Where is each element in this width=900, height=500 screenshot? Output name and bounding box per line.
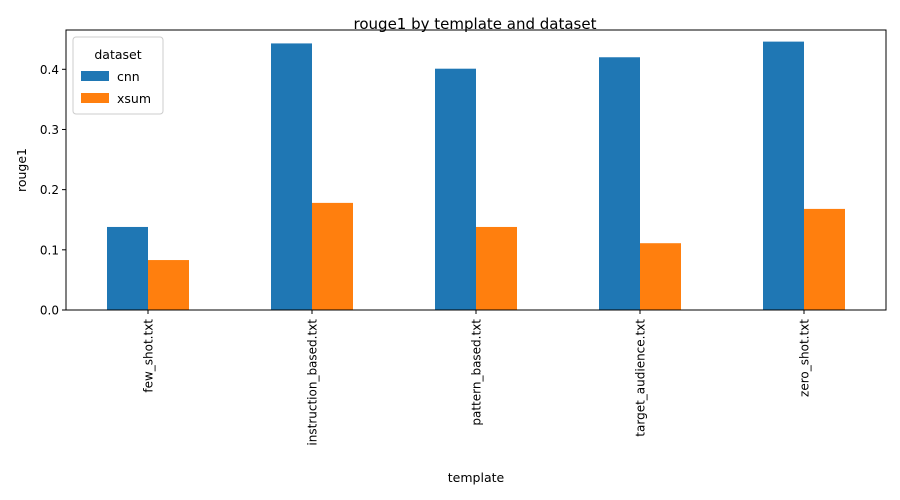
x-tick-label: target_audience.txt	[634, 319, 648, 437]
bar-cnn-1	[271, 43, 312, 310]
bar-cnn-4	[763, 41, 804, 310]
bar-cnn-2	[435, 68, 476, 310]
legend-swatch-xsum	[81, 93, 109, 103]
y-axis-label: rouge1	[14, 148, 29, 192]
legend-title: dataset	[94, 47, 141, 62]
legend: dataset cnn xsum	[72, 36, 164, 115]
bars-group	[107, 41, 845, 311]
y-axis: 0.0 0.1 0.2 0.3 0.4	[40, 63, 66, 318]
bar-xsum-3	[640, 243, 681, 310]
x-tick-label: few_shot.txt	[142, 319, 156, 393]
x-axis: few_shot.txt instruction_based.txt pattern…	[142, 310, 812, 446]
bar-xsum-0	[148, 260, 189, 310]
bar-cnn-0	[107, 226, 148, 310]
bar-cnn-3	[599, 57, 640, 311]
y-tick-label: 0.0	[40, 304, 59, 318]
legend-swatch-cnn	[81, 71, 109, 81]
x-tick-label: instruction_based.txt	[306, 319, 320, 446]
bar-xsum-4	[804, 208, 845, 310]
chart-title: rouge1 by template and dataset	[354, 15, 597, 33]
plot-frame	[65, 29, 887, 311]
y-tick-label: 0.1	[40, 243, 59, 257]
x-tick-label: zero_shot.txt	[798, 319, 812, 397]
legend-label-xsum: xsum	[117, 91, 151, 106]
bar-xsum-1	[312, 202, 353, 310]
y-tick-label: 0.3	[40, 123, 59, 137]
y-tick-label: 0.4	[40, 63, 59, 77]
bar-xsum-2	[476, 226, 517, 310]
x-axis-label: template	[448, 470, 505, 485]
y-tick-label: 0.2	[40, 183, 59, 197]
legend-label-cnn: cnn	[117, 69, 140, 84]
x-tick-label: pattern_based.txt	[470, 319, 484, 426]
